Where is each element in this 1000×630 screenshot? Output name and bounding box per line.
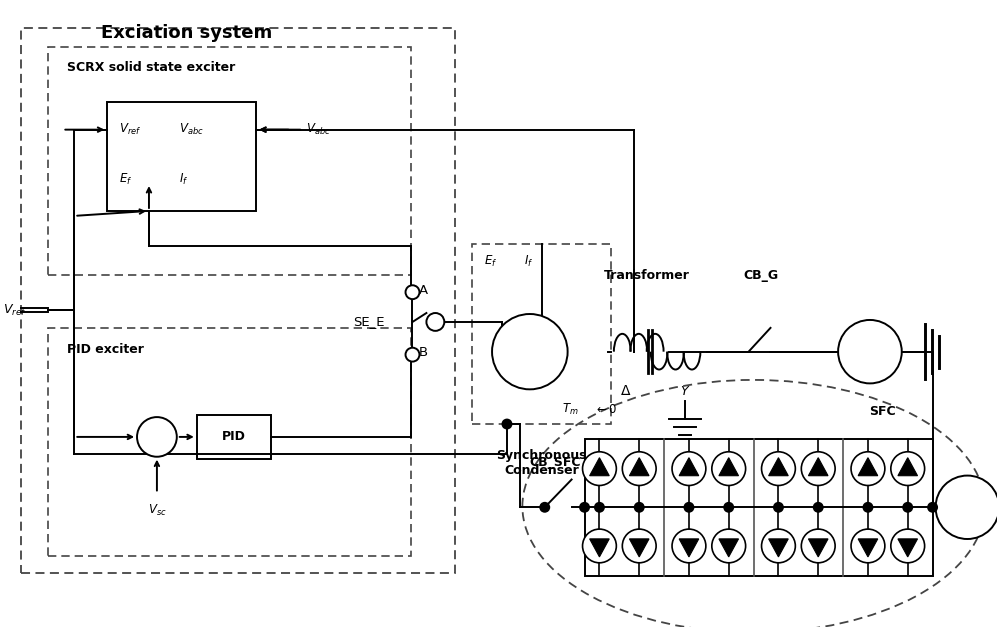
Circle shape [936,476,999,539]
Circle shape [492,314,568,389]
Polygon shape [858,457,878,476]
Circle shape [927,502,938,513]
Text: CB_SFC: CB_SFC [530,456,581,469]
Circle shape [501,418,512,430]
Circle shape [579,502,590,513]
Circle shape [583,452,616,486]
Text: SE_E: SE_E [353,316,384,328]
Text: Transformer: Transformer [604,269,690,282]
Bar [48,328,411,556]
Bar [48,47,411,275]
Text: $Y$: $Y$ [680,385,690,398]
Polygon shape [679,457,699,476]
Circle shape [406,285,419,299]
Polygon shape [590,457,609,476]
Circle shape [801,529,835,563]
Circle shape [838,320,902,384]
Circle shape [801,452,835,486]
Circle shape [813,502,824,513]
Bar [585,439,933,576]
Text: PID: PID [222,430,246,444]
Bar [21,28,455,573]
Bar [107,102,256,211]
Polygon shape [769,539,788,557]
Circle shape [594,502,605,513]
Text: $I_f$: $I_f$ [524,254,533,269]
Text: $\Delta$: $\Delta$ [620,384,631,398]
Text: $\leftarrow 0$: $\leftarrow 0$ [594,403,618,416]
Text: $V_{ref}$: $V_{ref}$ [3,302,26,318]
Text: $E_f$: $E_f$ [119,171,132,186]
Polygon shape [719,539,739,557]
Text: $V_{abc}$: $V_{abc}$ [306,122,331,137]
Circle shape [862,502,873,513]
Text: SCRX solid state exciter: SCRX solid state exciter [67,60,236,74]
Circle shape [712,452,746,486]
Polygon shape [898,539,918,557]
Circle shape [672,452,706,486]
Circle shape [851,529,885,563]
Circle shape [762,452,795,486]
Circle shape [622,529,656,563]
Text: s: s [527,335,533,348]
Bar [472,244,611,424]
Text: PID exciter: PID exciter [67,343,144,356]
Text: $I_f$: $I_f$ [179,171,188,186]
Polygon shape [808,539,828,557]
Polygon shape [679,539,699,557]
Circle shape [902,502,913,513]
Circle shape [406,348,419,362]
Polygon shape [898,457,918,476]
Text: Synchronous
Condenser: Synchronous Condenser [497,449,587,477]
Circle shape [622,452,656,486]
Text: $T_m$: $T_m$ [562,401,578,416]
Text: ~: ~ [524,355,536,369]
Circle shape [539,502,550,513]
Circle shape [891,529,925,563]
Text: $V_{sc}$: $V_{sc}$ [148,503,166,518]
Polygon shape [719,457,739,476]
Polygon shape [590,539,609,557]
Circle shape [426,313,444,331]
Circle shape [672,529,706,563]
Circle shape [851,452,885,486]
Polygon shape [769,457,788,476]
Circle shape [683,502,694,513]
Text: CB_G: CB_G [743,269,778,282]
Circle shape [762,529,795,563]
Polygon shape [858,539,878,557]
Circle shape [723,502,734,513]
Polygon shape [808,457,828,476]
Text: B: B [418,346,428,359]
Text: $V_{abc}$: $V_{abc}$ [179,122,204,137]
Bar [197,415,271,459]
Text: AC
grid: AC grid [857,338,883,365]
Circle shape [583,529,616,563]
Text: $E_f$: $E_f$ [484,254,497,269]
Text: DC
source: DC source [945,493,989,521]
Text: SFC: SFC [870,404,896,418]
Circle shape [137,417,177,457]
Circle shape [712,529,746,563]
Circle shape [634,502,645,513]
Text: A: A [418,284,428,297]
Circle shape [891,452,925,486]
Text: Exciation system: Exciation system [101,23,272,42]
Polygon shape [629,539,649,557]
Text: $V_{ref}$: $V_{ref}$ [119,122,142,137]
Circle shape [773,502,784,513]
Polygon shape [629,457,649,476]
